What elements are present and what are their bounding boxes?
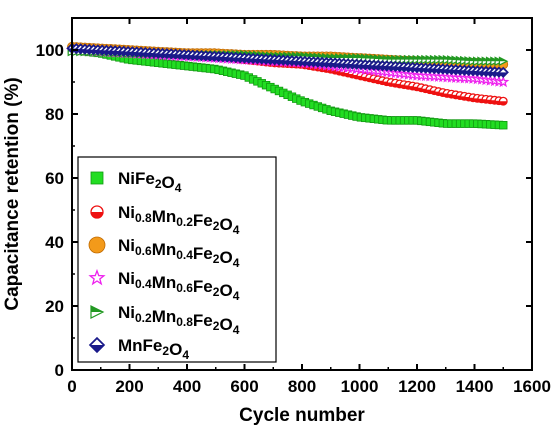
x-tick-label: 800 xyxy=(288,377,316,396)
legend-label: Ni0.8Mn0.2Fe2O4 xyxy=(118,203,240,237)
legend-box xyxy=(77,156,277,363)
data-point xyxy=(498,96,508,106)
data-layer xyxy=(65,41,510,130)
data-point xyxy=(498,56,509,66)
x-tick-label: 400 xyxy=(173,377,201,396)
legend-marker xyxy=(88,268,106,286)
series-5 xyxy=(66,42,509,79)
legend-label: Ni0.4Mn0.6Fe2O4 xyxy=(118,269,240,303)
x-tick-label: 1400 xyxy=(456,377,494,396)
legend-label: Ni0.6Mn0.4Fe2O4 xyxy=(118,236,240,270)
y-tick-label: 80 xyxy=(45,105,64,124)
y-tick-label: 20 xyxy=(45,297,64,316)
legend-marker xyxy=(90,171,104,185)
legend-marker xyxy=(88,336,106,354)
legend-label: NiFe2O4 xyxy=(118,169,182,195)
y-tick-label: 40 xyxy=(45,233,64,252)
y-tick-label: 100 xyxy=(36,41,64,60)
legend-marker xyxy=(90,305,105,319)
x-axis-title: Cycle number xyxy=(239,405,365,426)
y-tick-label: 0 xyxy=(55,361,64,380)
legend-marker xyxy=(90,205,104,219)
legend-marker xyxy=(88,236,106,254)
x-tick-label: 600 xyxy=(230,377,258,396)
data-point xyxy=(497,66,509,79)
x-tick-label: 1600 xyxy=(513,377,551,396)
legend-label: Ni0.2Mn0.8Fe2O4 xyxy=(118,303,240,337)
y-tick-label: 60 xyxy=(45,169,64,188)
x-tick-label: 1000 xyxy=(341,377,379,396)
legend: NiFe2O4Ni0.8Mn0.2Fe2O4Ni0.6Mn0.4Fe2O4Ni0… xyxy=(77,156,277,363)
x-tick-label: 200 xyxy=(115,377,143,396)
x-tick-label: 1200 xyxy=(398,377,436,396)
x-tick-label: 0 xyxy=(67,377,76,396)
y-axis-title: Capacitance retention (%) xyxy=(2,77,23,310)
axis-layer: 0 200 400 600 800 1000 1200 1400 1600 0 20 40 60 80 10… xyxy=(36,18,551,396)
legend-label: MnFe2O4 xyxy=(118,336,189,362)
data-point xyxy=(497,75,510,88)
data-point xyxy=(499,121,508,130)
